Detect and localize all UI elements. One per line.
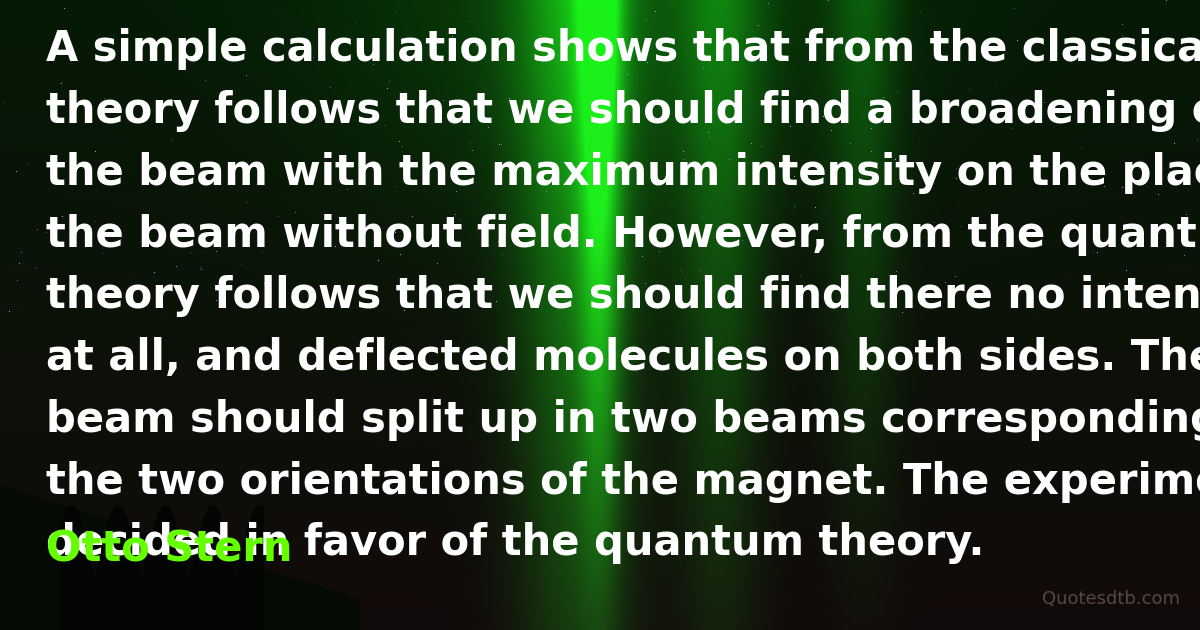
- Text: the beam without field. However, from the quantum: the beam without field. However, from th…: [46, 214, 1200, 256]
- Text: the two orientations of the magnet. The experiment: the two orientations of the magnet. The …: [46, 461, 1200, 503]
- Text: beam should split up in two beams corresponding to: beam should split up in two beams corres…: [46, 399, 1200, 441]
- Text: Quotesdtb.com: Quotesdtb.com: [1042, 590, 1180, 608]
- Text: decided in favor of the quantum theory.: decided in favor of the quantum theory.: [46, 522, 984, 564]
- Text: A simple calculation shows that from the classical: A simple calculation shows that from the…: [46, 28, 1200, 71]
- Text: theory follows that we should find there no intensity: theory follows that we should find there…: [46, 275, 1200, 318]
- Text: at all, and deflected molecules on both sides. The: at all, and deflected molecules on both …: [46, 337, 1200, 379]
- Text: theory follows that we should find a broadening of: theory follows that we should find a bro…: [46, 90, 1200, 132]
- Text: Otto Stern: Otto Stern: [46, 528, 292, 570]
- Text: the beam with the maximum intensity on the place of: the beam with the maximum intensity on t…: [46, 152, 1200, 194]
